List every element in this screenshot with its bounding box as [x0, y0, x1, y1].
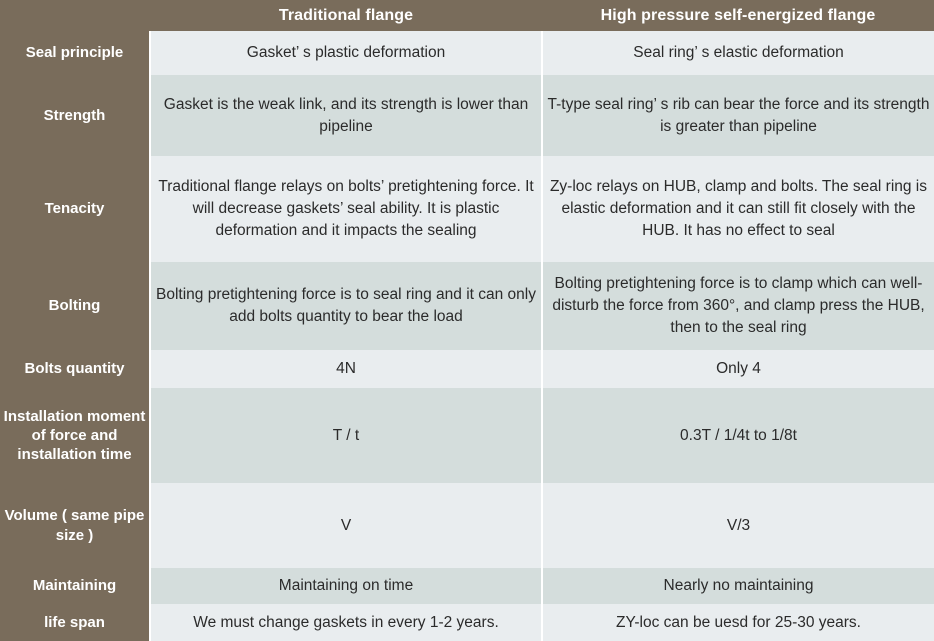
- table-header-row: Traditional flange High pressure self-en…: [0, 0, 934, 31]
- table-row: Strength Gasket is the weak link, and it…: [0, 75, 934, 156]
- cell-bolts-quantity-traditional: 4N: [149, 350, 542, 388]
- row-label-volume-same-pipe-size: Volume ( same pipe size ): [0, 483, 150, 568]
- cell-volume-self-energized: V/3: [541, 483, 934, 568]
- row-label-strength: Strength: [0, 75, 150, 156]
- cell-tenacity-traditional: Traditional flange relays on bolts’ pret…: [149, 156, 542, 262]
- cell-strength-self-energized: T-type seal ring’ s rib can bear the for…: [541, 75, 934, 156]
- cell-seal-principle-traditional: Gasket’ s plastic deformation: [149, 31, 542, 75]
- table-row: Bolting Bolting pretightening force is t…: [0, 262, 934, 350]
- row-label-tenacity: Tenacity: [0, 156, 150, 262]
- cell-life-span-traditional: We must change gaskets in every 1-2 year…: [149, 604, 542, 641]
- cell-tenacity-self-energized: Zy-loc relays on HUB, clamp and bolts. T…: [541, 156, 934, 262]
- row-label-maintaining: Maintaining: [0, 568, 150, 604]
- table-row: Tenacity Traditional flange relays on bo…: [0, 156, 934, 262]
- row-label-life-span: life span: [0, 604, 150, 641]
- cell-bolts-quantity-self-energized: Only 4: [541, 350, 934, 388]
- table-row: Installation moment of force and install…: [0, 388, 934, 483]
- header-corner-cell: [0, 0, 150, 31]
- column-header-high-pressure-self-energized-flange: High pressure self-energized flange: [542, 0, 934, 31]
- cell-maintaining-self-energized: Nearly no maintaining: [541, 568, 934, 604]
- cell-bolting-self-energized: Bolting pretightening force is to clamp …: [541, 262, 934, 350]
- row-label-bolts-quantity: Bolts quantity: [0, 350, 150, 388]
- cell-maintaining-traditional: Maintaining on time: [149, 568, 542, 604]
- cell-installation-moment-self-energized: 0.3T / 1/4t to 1/8t: [541, 388, 934, 483]
- cell-life-span-self-energized: ZY-loc can be uesd for 25-30 years.: [541, 604, 934, 641]
- cell-seal-principle-self-energized: Seal ring’ s elastic deformation: [541, 31, 934, 75]
- cell-strength-traditional: Gasket is the weak link, and its strengt…: [149, 75, 542, 156]
- column-header-traditional-flange: Traditional flange: [150, 0, 542, 31]
- cell-bolting-traditional: Bolting pretightening force is to seal r…: [149, 262, 542, 350]
- table-row: Volume ( same pipe size ) V V/3: [0, 483, 934, 568]
- row-label-seal-principle: Seal principle: [0, 31, 150, 75]
- cell-volume-traditional: V: [149, 483, 542, 568]
- cell-installation-moment-traditional: T / t: [149, 388, 542, 483]
- table-row: Seal principle Gasket’ s plastic deforma…: [0, 31, 934, 75]
- table-row: Bolts quantity 4N Only 4: [0, 350, 934, 388]
- table-row: Maintaining Maintaining on time Nearly n…: [0, 568, 934, 604]
- row-label-bolting: Bolting: [0, 262, 150, 350]
- table-row: life span We must change gaskets in ever…: [0, 604, 934, 641]
- row-label-installation-moment-of-force-and-installation-time: Installation moment of force and install…: [0, 388, 150, 483]
